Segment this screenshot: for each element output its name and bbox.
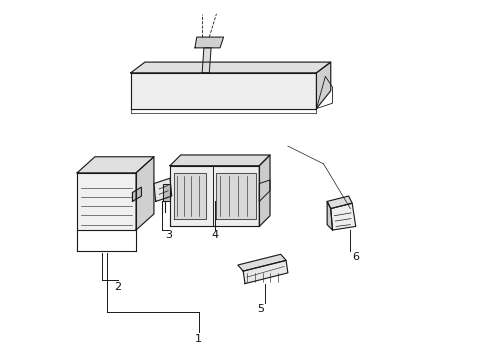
Text: 3: 3 [165,230,172,240]
Polygon shape [154,178,172,202]
Text: 2: 2 [115,282,122,292]
Text: 5: 5 [258,303,265,314]
Polygon shape [259,155,270,226]
Polygon shape [217,173,256,219]
Text: 6: 6 [352,252,359,262]
Polygon shape [202,48,211,73]
Polygon shape [317,62,331,109]
Polygon shape [163,184,170,202]
Polygon shape [173,173,206,219]
Text: 4: 4 [211,230,218,240]
Polygon shape [331,203,356,230]
Polygon shape [132,187,142,202]
Polygon shape [243,260,288,284]
Polygon shape [238,254,286,271]
Polygon shape [327,196,352,208]
Polygon shape [195,37,223,48]
Polygon shape [170,166,259,226]
Polygon shape [136,157,154,230]
Text: 1: 1 [195,334,202,344]
Polygon shape [170,155,270,166]
Polygon shape [131,62,331,73]
Polygon shape [131,73,317,109]
Polygon shape [77,157,154,173]
Polygon shape [77,173,136,230]
Polygon shape [327,202,333,230]
